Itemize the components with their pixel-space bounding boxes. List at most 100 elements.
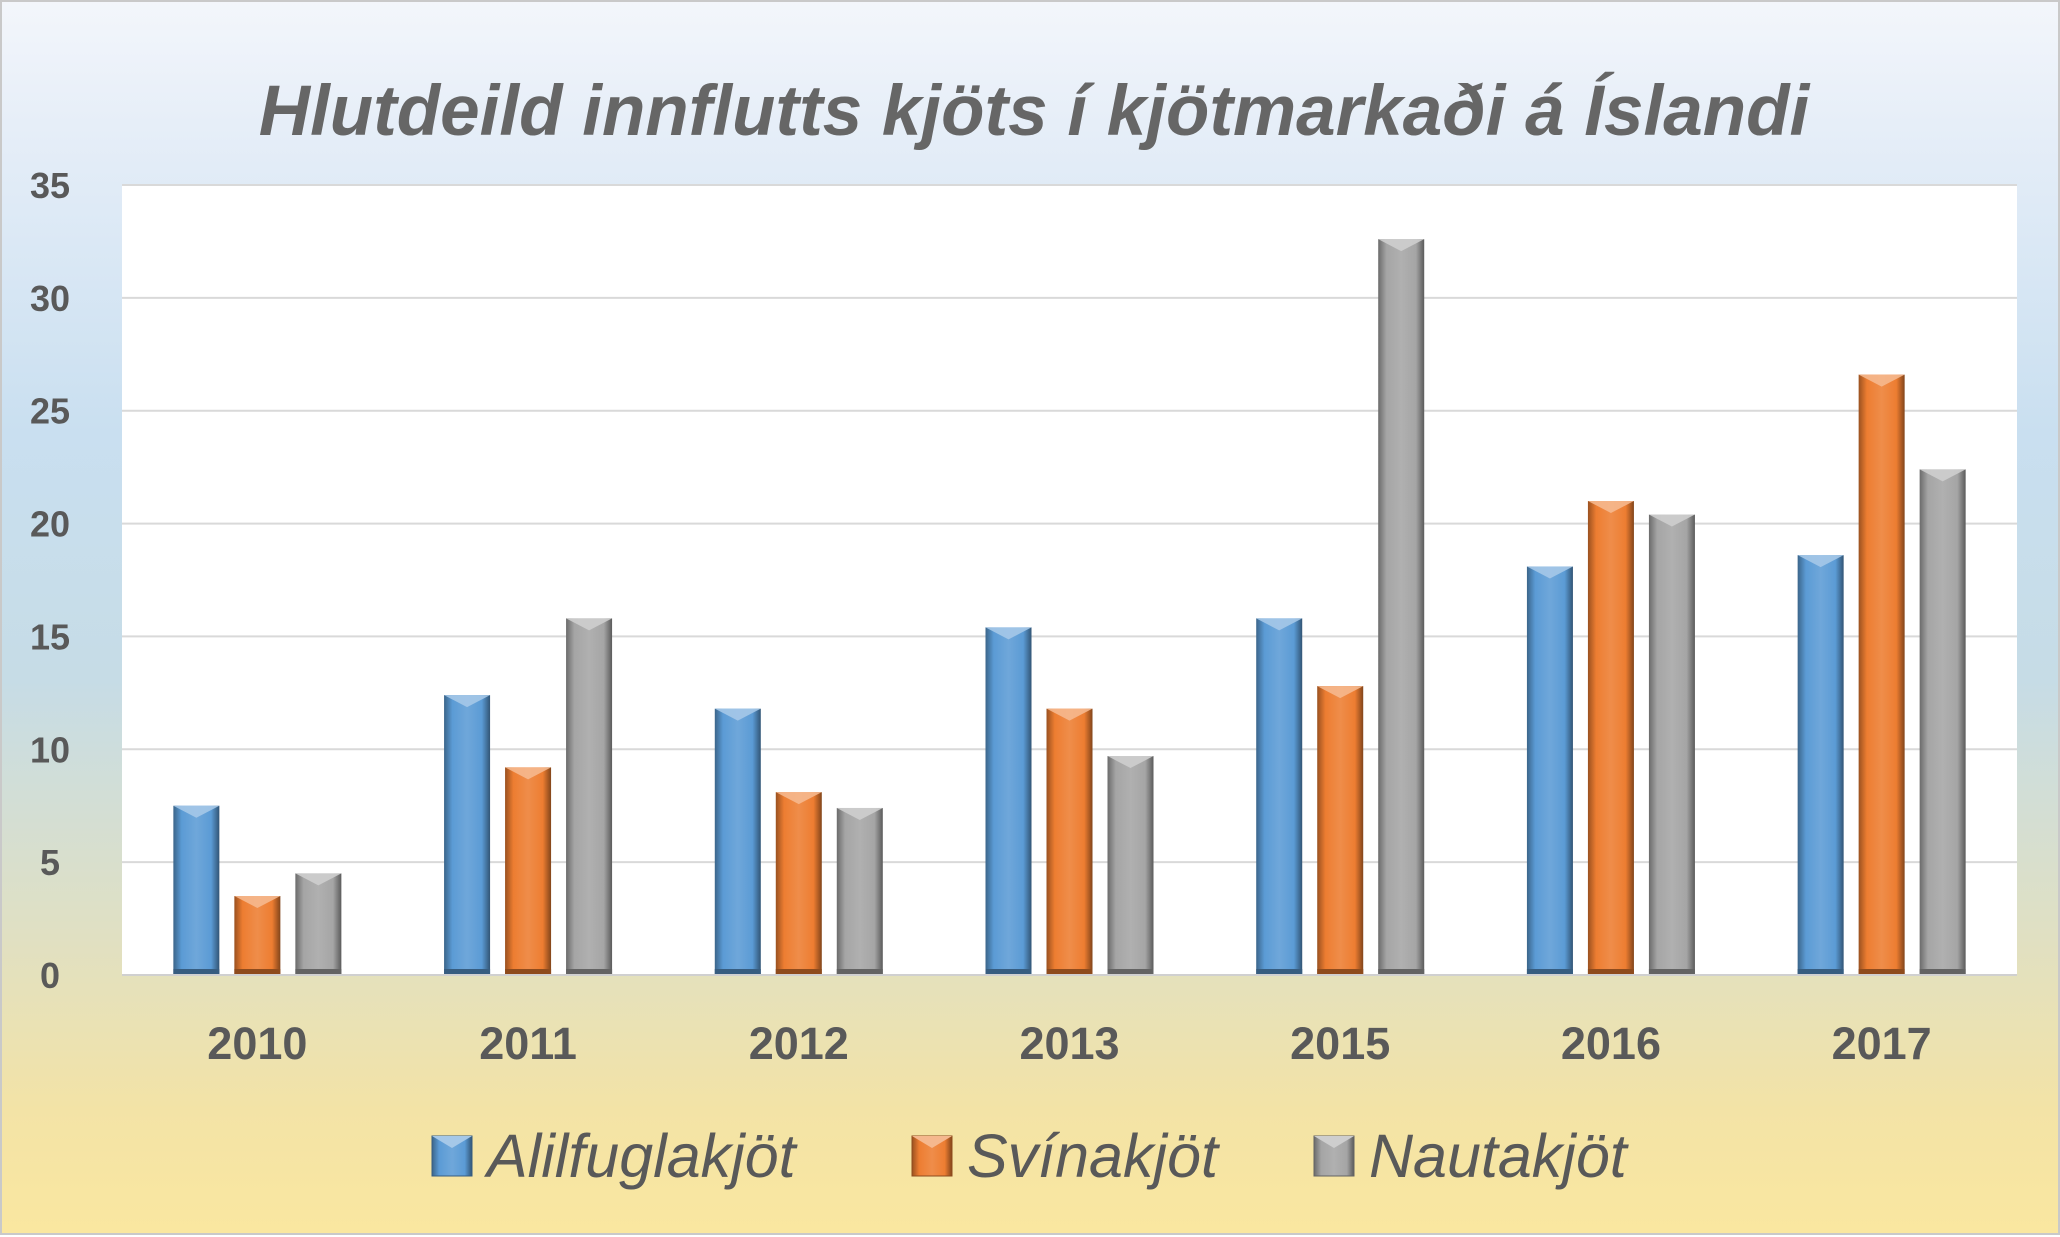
- legend-swatch-bevel: [1314, 1136, 1354, 1148]
- bar-bevel: [1107, 756, 1154, 769]
- y-tick-label: 20: [30, 504, 70, 545]
- bar-body: [836, 807, 883, 975]
- bar-bevel: [714, 708, 761, 721]
- bar-2015-1: [1256, 618, 1303, 975]
- legend: Alilfuglakjöt Svínakjöt Nautakjöt: [431, 1122, 1630, 1190]
- x-tick-label: 2017: [1832, 1018, 1932, 1069]
- bar-base: [1046, 969, 1093, 975]
- y-tick-label: 35: [30, 165, 70, 206]
- bar-2016-3: [1648, 514, 1695, 975]
- bar-bevel: [1587, 501, 1634, 513]
- bar-2010-2: [234, 896, 281, 975]
- bar-body: [505, 767, 552, 975]
- legend-item: Svínakjöt: [911, 1122, 1221, 1190]
- chart-title: Hlutdeild innflutts kjöts í kjötmarkaði …: [259, 72, 1811, 151]
- bar-bevel: [1256, 618, 1303, 631]
- legend-swatch-bevel: [432, 1136, 472, 1148]
- bar-body: [1317, 686, 1364, 975]
- y-tick-label: 10: [30, 729, 70, 770]
- bar-base: [295, 969, 342, 975]
- x-tick-label: 2015: [1290, 1018, 1390, 1069]
- bar-bevel: [234, 896, 281, 908]
- bar-body: [173, 805, 220, 975]
- bar-body: [1858, 374, 1905, 976]
- legend-item: Alilfuglakjöt: [431, 1122, 799, 1190]
- bar-base: [1587, 969, 1634, 975]
- bar-body: [1797, 555, 1844, 975]
- bar-bevel: [1317, 686, 1364, 699]
- bar-body: [444, 695, 491, 975]
- bar-body: [1648, 514, 1695, 975]
- y-tick-label: 5: [40, 842, 60, 883]
- bar-base: [1526, 969, 1573, 975]
- bar-base: [836, 969, 883, 975]
- legend-label: Nautakjöt: [1369, 1122, 1630, 1190]
- bar-base: [173, 969, 220, 975]
- bar-base: [1648, 969, 1695, 975]
- bar-base: [444, 969, 491, 975]
- bar-base: [1256, 969, 1303, 975]
- bar-base: [985, 969, 1032, 975]
- bar-base: [234, 969, 281, 975]
- y-tick-label: 15: [30, 616, 70, 657]
- bar-base: [775, 969, 822, 975]
- bar-body: [1587, 501, 1634, 975]
- bar-bevel: [985, 627, 1032, 640]
- bar-bevel: [836, 807, 883, 820]
- bar-2015-3: [1378, 239, 1425, 975]
- x-tick-label: 2013: [1019, 1018, 1119, 1069]
- bar-body: [1256, 618, 1303, 975]
- bar-body: [566, 618, 613, 975]
- bar-body: [1526, 566, 1573, 975]
- bar-2017-1: [1797, 555, 1844, 975]
- bar-bevel: [775, 792, 822, 805]
- bar-bevel: [173, 805, 220, 818]
- bar-2017-2: [1858, 374, 1905, 976]
- bar-2016-1: [1526, 566, 1573, 975]
- bar-base: [1919, 969, 1966, 975]
- bar-2017-3: [1919, 469, 1966, 975]
- bar-bevel: [1858, 374, 1905, 387]
- bar-bevel: [1046, 708, 1093, 721]
- y-tick-label: 25: [30, 391, 70, 432]
- bar-base: [1378, 969, 1425, 975]
- bar-body: [295, 873, 342, 975]
- bar-2011-3: [566, 618, 613, 975]
- x-axis: 2010 2011 2012 2013 2015 2016 2017: [207, 1018, 1931, 1069]
- bar-2013-3: [1107, 756, 1154, 975]
- bar-2011-1: [444, 695, 491, 975]
- legend-label: Alilfuglakjöt: [483, 1122, 799, 1190]
- y-axis: 0 5 10 15 20 25 30 35: [30, 165, 70, 996]
- bar-body: [1378, 239, 1425, 975]
- y-tick-label: 0: [40, 955, 60, 996]
- bar-body: [985, 627, 1032, 975]
- bar-2010-3: [295, 873, 342, 975]
- x-tick-label: 2012: [749, 1018, 849, 1069]
- bar-body: [1046, 708, 1093, 975]
- bar-base: [1107, 969, 1154, 975]
- bar-body: [1107, 756, 1154, 975]
- bar-2013-1: [985, 627, 1032, 975]
- bar-base: [566, 969, 613, 975]
- bar-body: [775, 792, 822, 975]
- bar-bevel: [1797, 555, 1844, 568]
- bar-body: [1919, 469, 1966, 975]
- legend-swatch-bevel: [912, 1136, 952, 1148]
- bar-2015-2: [1317, 686, 1364, 975]
- bar-bevel: [1526, 566, 1573, 579]
- bar-2012-3: [836, 807, 883, 975]
- bar-bevel: [444, 695, 491, 708]
- bar-body: [714, 708, 761, 975]
- bar-bevel: [295, 873, 342, 886]
- bar-2012-1: [714, 708, 761, 975]
- bar-bevel: [1648, 514, 1695, 527]
- y-tick-label: 30: [30, 278, 70, 319]
- bar-2010-1: [173, 805, 220, 975]
- x-tick-label: 2011: [479, 1018, 577, 1069]
- x-tick-label: 2010: [207, 1018, 307, 1069]
- bar-base: [714, 969, 761, 975]
- bar-base: [1858, 969, 1905, 975]
- legend-item: Nautakjöt: [1313, 1122, 1630, 1190]
- bar-2013-2: [1046, 708, 1093, 975]
